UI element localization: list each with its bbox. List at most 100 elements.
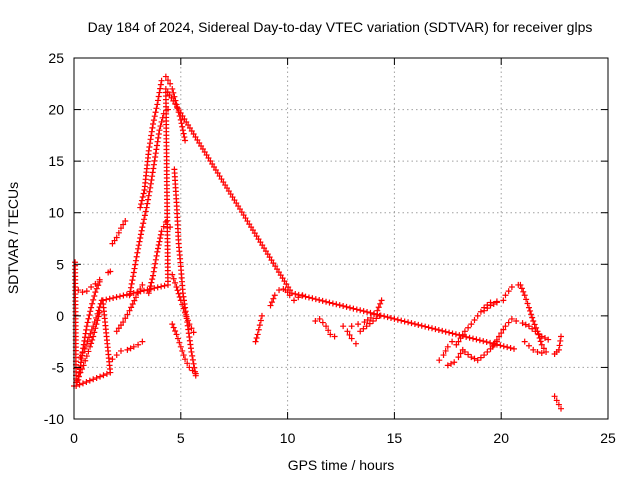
data-point: [227, 191, 234, 198]
data-point: [461, 348, 468, 355]
data-point: [366, 320, 373, 327]
data-point: [120, 221, 127, 228]
data-point: [117, 225, 124, 232]
data-point: [152, 150, 159, 157]
series-arc-21: [348, 297, 385, 330]
data-point: [179, 301, 186, 308]
data-point: [113, 294, 120, 301]
data-point: [190, 130, 197, 137]
data-point: [249, 227, 256, 234]
data-point: [158, 228, 165, 235]
data-point: [164, 88, 171, 95]
data-point: [220, 179, 227, 186]
data-point: [352, 340, 359, 347]
data-point: [113, 328, 120, 335]
series-outliers: [72, 85, 518, 389]
data-point: [149, 173, 156, 180]
data-point: [487, 339, 494, 346]
data-point: [131, 297, 138, 304]
data-point: [457, 350, 464, 357]
data-point: [558, 405, 565, 412]
data-point: [141, 212, 148, 219]
data-point: [83, 323, 90, 330]
data-point: [127, 284, 134, 291]
data-point: [156, 89, 163, 96]
data-point: [411, 321, 418, 328]
data-point: [367, 314, 374, 321]
data-point: [117, 322, 124, 329]
data-point: [94, 310, 101, 317]
data-point: [147, 285, 154, 292]
data-point: [333, 301, 340, 308]
data-point: [87, 330, 94, 337]
data-point: [465, 351, 472, 358]
data-point: [323, 323, 330, 330]
data-point: [90, 296, 97, 303]
data-point: [138, 197, 145, 204]
data-point: [179, 127, 186, 134]
data-point: [93, 314, 100, 321]
data-point: [130, 290, 137, 297]
data-point: [149, 169, 156, 176]
data-point: [150, 165, 157, 172]
data-point: [155, 242, 162, 249]
data-point: [139, 338, 146, 345]
data-point: [130, 273, 137, 280]
data-point: [155, 97, 162, 104]
y-tick-label: 20: [48, 102, 64, 118]
x-tick-label: 10: [280, 430, 296, 446]
data-point: [440, 352, 447, 359]
data-point: [255, 326, 262, 333]
data-point: [176, 294, 183, 301]
data-point: [326, 299, 333, 306]
data-point: [271, 292, 278, 299]
data-point: [474, 312, 481, 319]
data-point: [151, 113, 158, 120]
data-point: [238, 209, 245, 216]
data-point: [175, 290, 182, 297]
data-point: [436, 357, 443, 364]
data-point: [90, 323, 97, 330]
data-point: [211, 164, 218, 171]
data-point: [557, 337, 564, 344]
data-point: [169, 85, 176, 92]
data-point: [100, 372, 107, 379]
data-point: [126, 307, 133, 314]
data-point: [360, 308, 367, 315]
data-point: [85, 334, 92, 341]
data-point: [355, 321, 362, 328]
data-point: [456, 332, 463, 339]
data-point: [270, 260, 277, 267]
data-point: [235, 203, 242, 210]
data-point: [373, 315, 380, 322]
data-point: [154, 248, 161, 255]
data-point: [312, 318, 319, 325]
data-point: [167, 80, 174, 87]
data-point: [164, 77, 171, 84]
data-point: [182, 309, 189, 316]
data-point: [179, 123, 186, 130]
data-point: [529, 325, 536, 332]
data-point: [157, 235, 164, 242]
data-point: [177, 343, 184, 350]
data-point: [156, 238, 163, 245]
data-point: [129, 277, 136, 284]
data-point: [87, 308, 94, 315]
data-point: [86, 377, 93, 384]
data-point: [555, 346, 562, 353]
data-point: [262, 248, 269, 255]
data-point: [319, 297, 326, 304]
data-point: [272, 263, 279, 270]
data-point: [103, 370, 110, 377]
data-point: [331, 333, 338, 340]
data-point: [155, 93, 162, 100]
data-point: [128, 304, 135, 311]
data-point: [150, 268, 157, 275]
data-point: [540, 345, 547, 352]
data-point: [141, 216, 148, 223]
data-point: [192, 370, 199, 377]
data-point: [150, 121, 157, 128]
data-point: [148, 177, 155, 184]
data-point: [471, 316, 478, 323]
data-point: [513, 318, 520, 325]
